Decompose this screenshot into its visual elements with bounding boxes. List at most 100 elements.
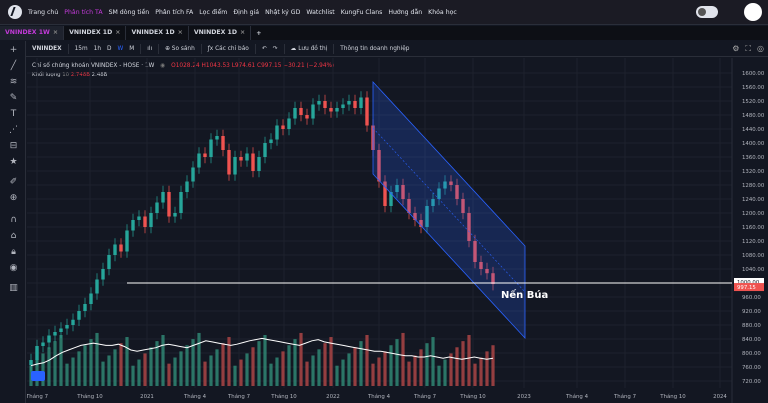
x-tick-label: 2022 bbox=[326, 394, 340, 400]
candle-body bbox=[149, 213, 153, 227]
candle-body bbox=[341, 104, 345, 108]
chart-tab[interactable]: VNINDEX 1D × bbox=[126, 26, 189, 40]
volume-value-1: 2.748B bbox=[70, 72, 90, 78]
nav-item[interactable]: Hướng dẫn bbox=[388, 8, 423, 16]
close-icon[interactable]: × bbox=[177, 29, 183, 36]
candle-body bbox=[227, 150, 231, 175]
drawing-toolbar: + ╱ ≋ ✎ T ⋰ ⊟ ★ ✐ ⊕ ∩ ⌂ 🔒︎ ◉ ▥ bbox=[0, 41, 26, 403]
chart-tabs: VNINDEX 1W × VNINDEX 1D × VNINDEX 1D × VNINDEX… bbox=[0, 26, 768, 40]
close-icon[interactable]: × bbox=[240, 29, 246, 36]
compare-button[interactable]: ⊕ So sánh bbox=[165, 45, 195, 52]
candle-body bbox=[65, 325, 69, 329]
volume-bar bbox=[101, 361, 105, 386]
candle-body bbox=[413, 213, 417, 220]
trendline-icon[interactable]: ╱ bbox=[10, 61, 17, 71]
candle-body bbox=[455, 185, 459, 199]
candle-body bbox=[239, 157, 243, 161]
settings-icon[interactable]: ⚙ bbox=[732, 44, 740, 53]
volume-bar bbox=[329, 337, 333, 386]
nav-item[interactable]: Lọc điểm bbox=[199, 8, 228, 16]
volume-bar bbox=[443, 359, 447, 386]
logo-icon[interactable] bbox=[8, 5, 22, 19]
undo-icon[interactable]: ↶ bbox=[261, 45, 267, 52]
volume-bar bbox=[233, 365, 237, 386]
fullscreen-icon[interactable]: ⛶ bbox=[745, 44, 752, 53]
symbol-search[interactable]: VNINDEX bbox=[32, 45, 62, 52]
camera-icon[interactable]: ◎ bbox=[757, 44, 764, 53]
interval-w[interactable]: W bbox=[117, 45, 124, 52]
volume-bar bbox=[293, 339, 297, 386]
close-icon[interactable]: × bbox=[52, 29, 59, 36]
nav-item[interactable]: Trang chủ bbox=[28, 8, 59, 16]
volume-bar bbox=[485, 351, 489, 386]
lock-icon[interactable]: 🔒︎ bbox=[11, 247, 16, 257]
candle-body bbox=[47, 335, 51, 343]
eye-icon[interactable]: ◉ bbox=[9, 263, 18, 273]
trash-icon[interactable]: ▥ bbox=[9, 283, 18, 293]
ruler-icon[interactable]: ⊟ bbox=[9, 141, 18, 151]
top-nav: Trang chủ Phân tích TA SM dòng tiền Phân tí… bbox=[0, 0, 768, 25]
candle-body bbox=[221, 136, 225, 150]
volume-bar bbox=[59, 334, 63, 386]
measure-icon[interactable]: ✐ bbox=[9, 177, 18, 187]
volume-bar bbox=[455, 347, 459, 386]
volume-bar bbox=[53, 341, 57, 386]
candle-body bbox=[443, 181, 447, 189]
volume-ma-line bbox=[30, 337, 494, 367]
candle-body bbox=[209, 139, 213, 157]
volume-bar bbox=[275, 357, 279, 386]
interval-d[interactable]: D bbox=[107, 45, 112, 52]
crosshair-icon[interactable]: + bbox=[9, 45, 18, 55]
candle-body bbox=[425, 206, 429, 227]
nav-item[interactable]: Phân tích TA bbox=[64, 8, 103, 16]
volume-bar bbox=[191, 339, 195, 386]
legend-eye-icon[interactable]: ◉ bbox=[160, 63, 166, 69]
y-tick-label: 880.00 bbox=[742, 323, 761, 329]
zoom-icon[interactable]: ⊕ bbox=[9, 193, 18, 203]
candle-body bbox=[311, 104, 315, 119]
chart-tab[interactable]: VNINDEX 1W × bbox=[0, 26, 65, 40]
company-info-button[interactable]: Thông tin doanh nghiệp bbox=[340, 45, 410, 52]
text-icon[interactable]: T bbox=[10, 109, 17, 119]
chart-type-icon[interactable]: ılı bbox=[147, 45, 153, 52]
volume-bar bbox=[107, 355, 111, 386]
volume-bar bbox=[251, 347, 255, 386]
nav-item[interactable]: Phân tích FA bbox=[155, 8, 194, 16]
nav-item[interactable]: Khóa học bbox=[428, 8, 457, 16]
candle-body bbox=[113, 244, 117, 255]
candle-body bbox=[143, 216, 147, 227]
price-chart[interactable]: 1600.00 1560.00 1520.00 1480.00 1440.00 1400.… bbox=[27, 58, 768, 403]
brush-icon[interactable]: ✎ bbox=[9, 93, 18, 103]
theme-toggle[interactable] bbox=[696, 6, 718, 18]
interval-15m[interactable]: 15m bbox=[74, 45, 88, 52]
volume-bar bbox=[71, 357, 75, 386]
save-button[interactable]: ☁ Lưu đồ thị bbox=[290, 45, 328, 52]
chart-tab[interactable]: VNINDEX 1D × bbox=[189, 26, 252, 40]
divider bbox=[254, 43, 256, 54]
pattern-icon[interactable]: ⋰ bbox=[9, 125, 18, 135]
nav-item[interactable]: KungFu Clans bbox=[340, 8, 383, 16]
candle-body bbox=[389, 192, 393, 206]
interval-m[interactable]: M bbox=[129, 45, 135, 52]
nav-item[interactable]: Nhật ký GD bbox=[265, 8, 301, 16]
star-icon[interactable]: ★ bbox=[9, 157, 18, 167]
fib-icon[interactable]: ≋ bbox=[9, 77, 18, 87]
lock-draw-icon[interactable]: ⌂ bbox=[10, 231, 17, 241]
redo-icon[interactable]: ↷ bbox=[272, 45, 278, 52]
nav-item[interactable]: Định giá bbox=[233, 8, 260, 16]
volume-bar bbox=[113, 349, 117, 386]
candle-body bbox=[287, 118, 291, 129]
x-tick-label: Tháng 7 bbox=[227, 393, 250, 400]
candle-body bbox=[59, 328, 63, 332]
magnet-icon[interactable]: ∩ bbox=[10, 215, 17, 225]
chart-tab[interactable]: VNINDEX 1D × bbox=[64, 26, 127, 40]
avatar[interactable] bbox=[744, 3, 762, 21]
interval-1h[interactable]: 1h bbox=[93, 45, 101, 52]
close-icon[interactable]: × bbox=[115, 29, 121, 36]
nav-item[interactable]: Watchlist bbox=[306, 8, 335, 16]
volume-bar bbox=[269, 363, 273, 386]
add-tab-button[interactable]: + bbox=[256, 29, 262, 37]
nav-item[interactable]: SM dòng tiền bbox=[108, 8, 150, 16]
indicators-button[interactable]: ƒx Các chỉ báo bbox=[207, 45, 249, 52]
volume-bar bbox=[299, 332, 303, 386]
